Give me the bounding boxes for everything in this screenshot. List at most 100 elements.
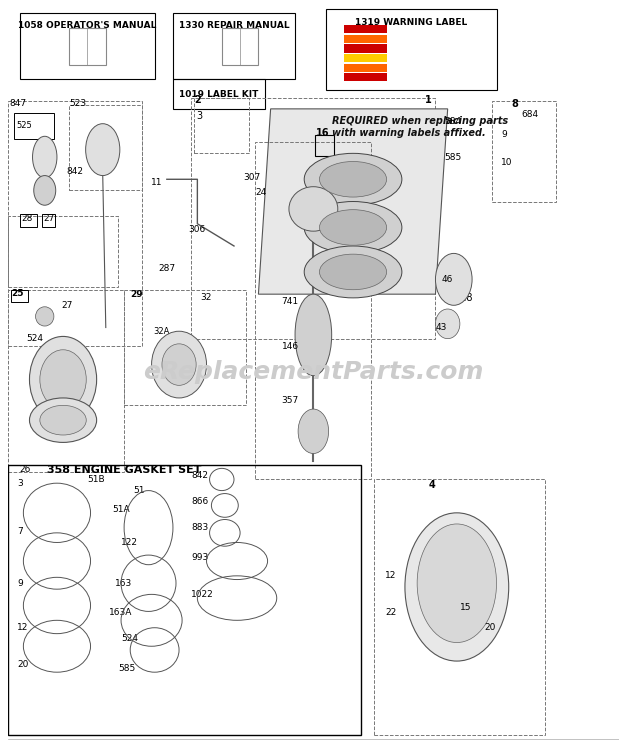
Bar bbox=[14, 112, 54, 138]
Text: 22: 22 bbox=[386, 609, 397, 618]
Text: 12: 12 bbox=[17, 623, 29, 632]
Bar bbox=[344, 35, 387, 43]
Ellipse shape bbox=[35, 307, 54, 326]
Ellipse shape bbox=[435, 309, 460, 339]
Ellipse shape bbox=[319, 254, 387, 289]
Text: 358 ENGINE GASKET SET: 358 ENGINE GASKET SET bbox=[47, 465, 202, 475]
Text: 1058 OPERATOR'S MANUAL: 1058 OPERATOR'S MANUAL bbox=[18, 22, 157, 31]
Ellipse shape bbox=[304, 153, 402, 205]
Text: 1022: 1022 bbox=[191, 590, 214, 599]
Text: 32A: 32A bbox=[153, 327, 170, 336]
Bar bbox=[194, 97, 249, 153]
Text: 883: 883 bbox=[191, 523, 208, 532]
Ellipse shape bbox=[319, 161, 387, 197]
Bar bbox=[315, 135, 334, 155]
Bar bbox=[344, 64, 387, 72]
Text: 20: 20 bbox=[484, 623, 495, 632]
Text: 25: 25 bbox=[11, 289, 24, 298]
Text: 10: 10 bbox=[502, 158, 513, 167]
Text: 11: 11 bbox=[151, 179, 162, 187]
Text: 524: 524 bbox=[27, 334, 43, 343]
Bar bbox=[124, 290, 246, 405]
Ellipse shape bbox=[86, 124, 120, 176]
Bar bbox=[8, 290, 124, 472]
Text: 3: 3 bbox=[17, 478, 23, 487]
Text: 1019 LABEL KIT: 1019 LABEL KIT bbox=[179, 89, 259, 98]
Ellipse shape bbox=[435, 254, 472, 305]
Polygon shape bbox=[259, 109, 448, 294]
Text: 584: 584 bbox=[445, 117, 462, 126]
Bar bbox=[69, 28, 106, 65]
Ellipse shape bbox=[30, 336, 97, 423]
Text: 847: 847 bbox=[9, 99, 27, 108]
Text: 525: 525 bbox=[16, 121, 32, 129]
Text: 163: 163 bbox=[115, 579, 132, 588]
Bar bbox=[8, 101, 143, 346]
Text: 307: 307 bbox=[243, 173, 260, 182]
Bar bbox=[374, 479, 546, 735]
Text: 287: 287 bbox=[158, 263, 175, 273]
Text: 4: 4 bbox=[428, 480, 435, 490]
Text: 46: 46 bbox=[441, 275, 453, 284]
Text: 26: 26 bbox=[19, 465, 30, 475]
Bar bbox=[344, 25, 387, 33]
Text: 1: 1 bbox=[425, 95, 432, 105]
Text: 15: 15 bbox=[460, 603, 471, 612]
Ellipse shape bbox=[151, 331, 206, 398]
Text: 684: 684 bbox=[521, 109, 538, 118]
Bar bbox=[173, 79, 265, 109]
Text: 163A: 163A bbox=[109, 609, 132, 618]
Text: 1330 REPAIR MANUAL: 1330 REPAIR MANUAL bbox=[179, 22, 290, 31]
Bar bbox=[173, 13, 295, 79]
Text: 8: 8 bbox=[512, 99, 519, 109]
Text: 27: 27 bbox=[62, 301, 73, 310]
Text: 24: 24 bbox=[255, 188, 267, 197]
Bar bbox=[8, 465, 361, 735]
Text: 146: 146 bbox=[281, 341, 299, 350]
Text: 718: 718 bbox=[454, 293, 472, 303]
Text: 16: 16 bbox=[316, 127, 329, 138]
Bar bbox=[326, 9, 497, 90]
Text: eReplacementParts.com: eReplacementParts.com bbox=[143, 360, 484, 384]
Text: 2: 2 bbox=[194, 95, 201, 105]
Ellipse shape bbox=[304, 246, 402, 298]
Ellipse shape bbox=[33, 176, 56, 205]
Text: 993: 993 bbox=[191, 553, 208, 562]
Text: 9: 9 bbox=[502, 130, 507, 139]
Text: 51A: 51A bbox=[112, 504, 130, 513]
Ellipse shape bbox=[162, 344, 196, 385]
Text: 306: 306 bbox=[188, 225, 205, 234]
Text: 28: 28 bbox=[22, 214, 33, 223]
Text: 866: 866 bbox=[191, 497, 208, 506]
Bar bbox=[222, 28, 259, 65]
Text: 741: 741 bbox=[281, 297, 299, 306]
Text: 842: 842 bbox=[191, 471, 208, 481]
Ellipse shape bbox=[40, 350, 86, 409]
Bar bbox=[11, 290, 29, 301]
Text: 27: 27 bbox=[43, 214, 55, 223]
Text: 43: 43 bbox=[435, 323, 447, 332]
Text: 585: 585 bbox=[118, 664, 135, 673]
Text: 32: 32 bbox=[200, 293, 212, 302]
Ellipse shape bbox=[40, 405, 86, 435]
Text: 1319 WARNING LABEL: 1319 WARNING LABEL bbox=[355, 18, 467, 27]
Text: 842: 842 bbox=[66, 167, 83, 176]
Text: 51B: 51B bbox=[87, 475, 105, 484]
Bar bbox=[42, 214, 55, 228]
Ellipse shape bbox=[32, 136, 57, 178]
Text: 7: 7 bbox=[17, 527, 23, 536]
Ellipse shape bbox=[30, 398, 97, 443]
Text: REQUIRED when replacing parts
with warning labels affixed.: REQUIRED when replacing parts with warni… bbox=[332, 116, 508, 138]
Text: 51: 51 bbox=[133, 486, 144, 495]
Bar bbox=[492, 101, 556, 202]
Ellipse shape bbox=[295, 294, 332, 376]
Bar bbox=[8, 217, 118, 286]
Text: 3: 3 bbox=[196, 112, 202, 121]
Ellipse shape bbox=[417, 524, 497, 643]
Bar bbox=[344, 45, 387, 53]
Ellipse shape bbox=[405, 513, 509, 661]
Text: 12: 12 bbox=[386, 571, 397, 580]
Text: 585: 585 bbox=[445, 153, 462, 161]
Bar bbox=[20, 13, 154, 79]
Bar bbox=[191, 97, 435, 339]
